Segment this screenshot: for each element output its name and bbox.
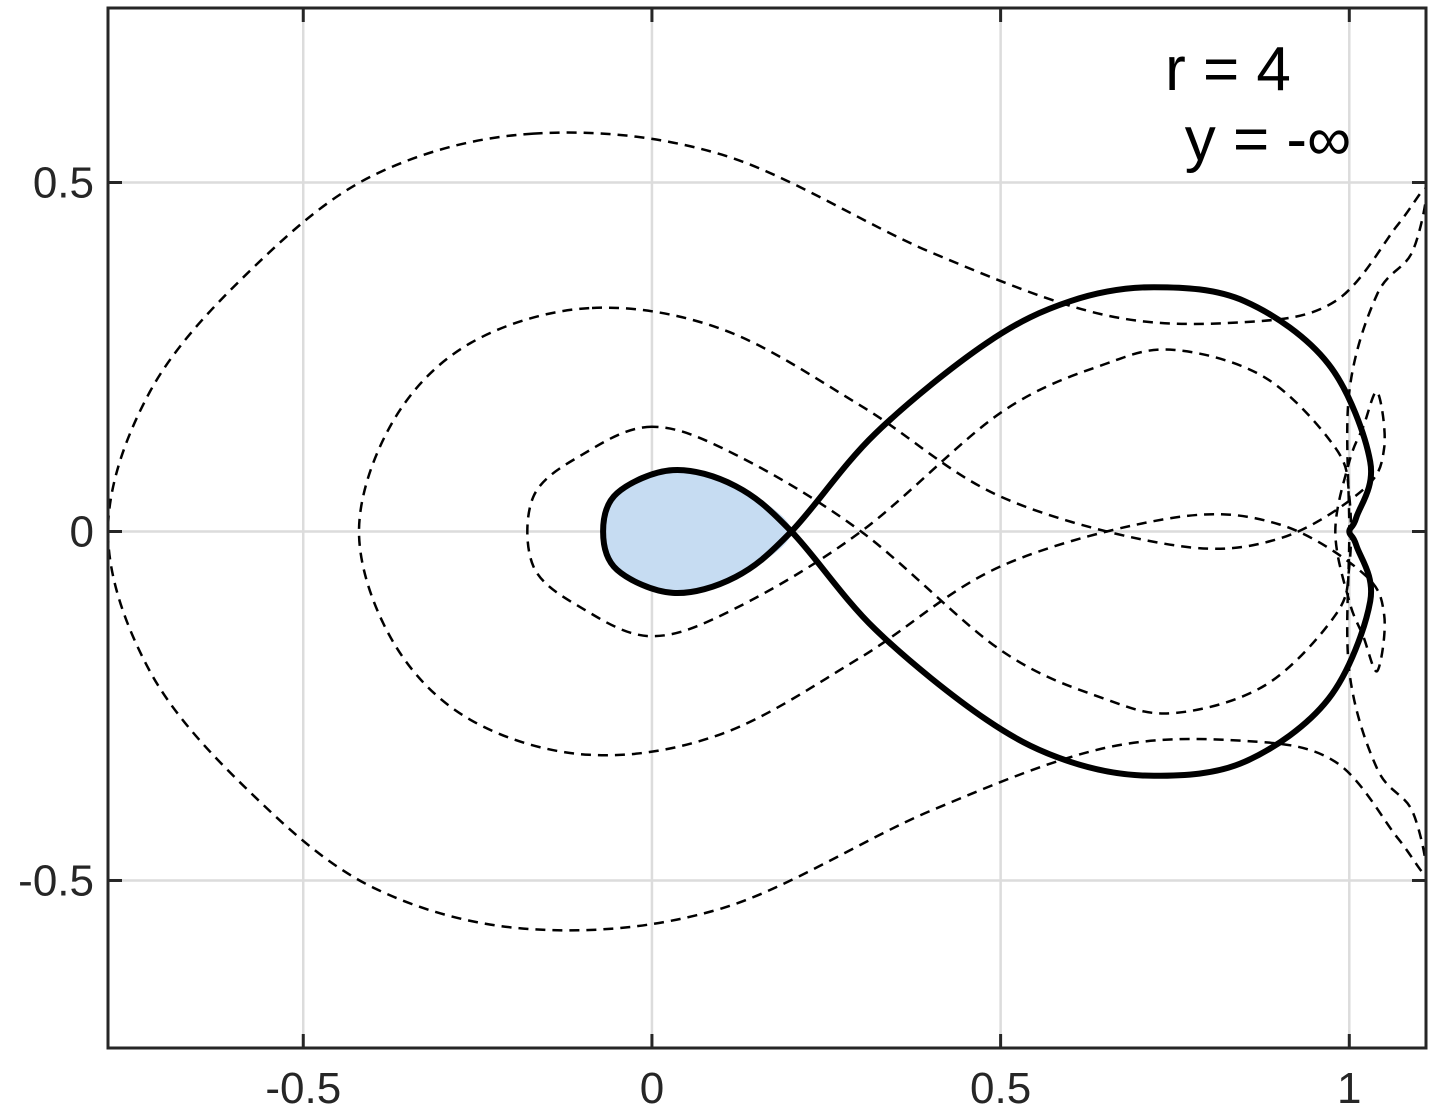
dashed-curve-1	[108, 131, 1426, 932]
annotations: r = 4 y = -∞	[1165, 35, 1351, 174]
dashed-curve-2	[357, 306, 1386, 757]
y-tick-label: -0.5	[18, 856, 94, 905]
y-tick-label: 0.5	[33, 158, 94, 207]
series-layer	[108, 131, 1426, 932]
shaded-region	[603, 469, 792, 594]
ticks: -0.5 0 0.5 1 -0.5 0 0.5	[18, 8, 1426, 1113]
x-tick-label: 1	[1337, 1064, 1361, 1113]
x-tick-label: 0.5	[970, 1064, 1031, 1113]
axes-box	[106, 6, 1428, 1050]
annotation-y: y = -∞	[1185, 105, 1352, 174]
annotation-r: r = 4	[1165, 35, 1291, 104]
solid-curve	[600, 284, 1375, 779]
y-tick-label: 0	[70, 507, 94, 556]
dashed-curve-3	[526, 348, 1353, 715]
x-tick-label: 0	[640, 1064, 664, 1113]
x-tick-label: -0.5	[265, 1064, 341, 1113]
